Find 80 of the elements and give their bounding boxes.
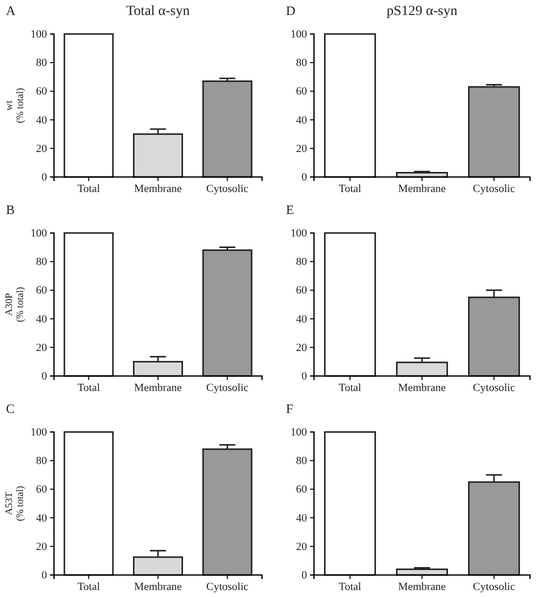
y-tick-label: 80 [296,57,308,70]
x-tick-label: Total [338,182,362,195]
bar [324,232,376,377]
x-tick-label: Total [338,382,362,394]
x-tick-label: Membrane [134,182,182,195]
text: E [286,202,294,217]
y-tick-label: 20 [36,142,48,155]
y-tick-label: 60 [36,86,48,98]
x-tick-label: Membrane [398,580,446,593]
bar [202,448,252,576]
bar [396,568,448,576]
x-tick-label: Total [77,182,100,195]
x-tick-label: Membrane [398,382,446,394]
y-tick-label: 100 [30,28,48,41]
y-tick-label: 80 [296,455,308,468]
text: A [6,3,16,18]
y-tick-label: 80 [36,455,48,468]
bar [64,431,114,576]
y-tick-label: 0 [42,172,48,184]
chart-title: pS129 α-syn [386,4,458,19]
x-tick-label: Cytosolic [206,382,249,394]
y-tick-label: 20 [36,540,48,553]
x-tick-label: Total [338,580,362,593]
bar [64,232,114,377]
y-tick-label: 60 [36,484,48,496]
x-tick-label: Cytosolic [472,182,516,195]
bar [396,362,448,377]
y-tick-label: 40 [36,512,48,524]
y-tick-label: 0 [302,370,308,383]
x-tick-label: Membrane [134,580,182,593]
y-tick-label: 0 [42,570,48,582]
bar [468,86,520,178]
y-tick-label: 40 [296,512,308,524]
text: B [6,202,15,217]
x-tick-label: Cytosolic [206,580,249,593]
y-axis-title: wt (% total) [4,88,26,124]
y-tick-label: 40 [296,114,308,126]
bar [202,80,252,178]
y-tick-label: 20 [296,342,308,354]
y-tick-label: 20 [296,142,308,155]
y-tick-label: 100 [290,28,308,41]
bar [324,431,376,576]
x-tick-label: Total [77,382,100,394]
x-tick-label: Cytosolic [472,382,516,394]
y-tick-label: 80 [36,256,48,268]
x-tick-label: Membrane [134,382,182,394]
y-tick-label: 60 [296,284,308,297]
y-tick-label: 0 [302,172,308,184]
y-tick-label: 100 [290,228,308,240]
y-tick-label: 80 [296,256,308,268]
y-tick-label: 80 [36,57,48,70]
text: F [286,401,294,416]
x-tick-label: Cytosolic [206,182,249,195]
text: D [286,3,296,18]
bar [132,360,184,377]
y-axis-title: A53T (% total) [4,486,26,522]
y-tick-label: 100 [30,228,48,240]
y-tick-label: 40 [36,313,48,326]
bar [202,249,252,377]
text: C [6,401,15,416]
y-tick-label: 60 [296,86,308,98]
x-tick-label: Membrane [398,182,446,195]
y-tick-label: 60 [36,284,48,297]
x-tick-label: Total [77,580,100,593]
bar [64,33,114,178]
y-tick-label: 100 [290,426,308,439]
y-tick-label: 0 [302,570,308,582]
y-tick-label: 40 [296,313,308,326]
bar [132,133,184,178]
y-tick-label: 20 [36,342,48,354]
y-tick-label: 40 [36,114,48,126]
bar [396,172,448,178]
chart-title: Total α-syn [126,4,190,19]
y-tick-label: 60 [296,484,308,496]
x-tick-label: Cytosolic [472,580,516,593]
y-tick-label: 100 [30,426,48,439]
y-tick-label: 20 [296,540,308,553]
y-tick-label: 0 [42,370,48,383]
bar [324,33,376,178]
y-axis-title: A30P (% total) [4,286,26,322]
